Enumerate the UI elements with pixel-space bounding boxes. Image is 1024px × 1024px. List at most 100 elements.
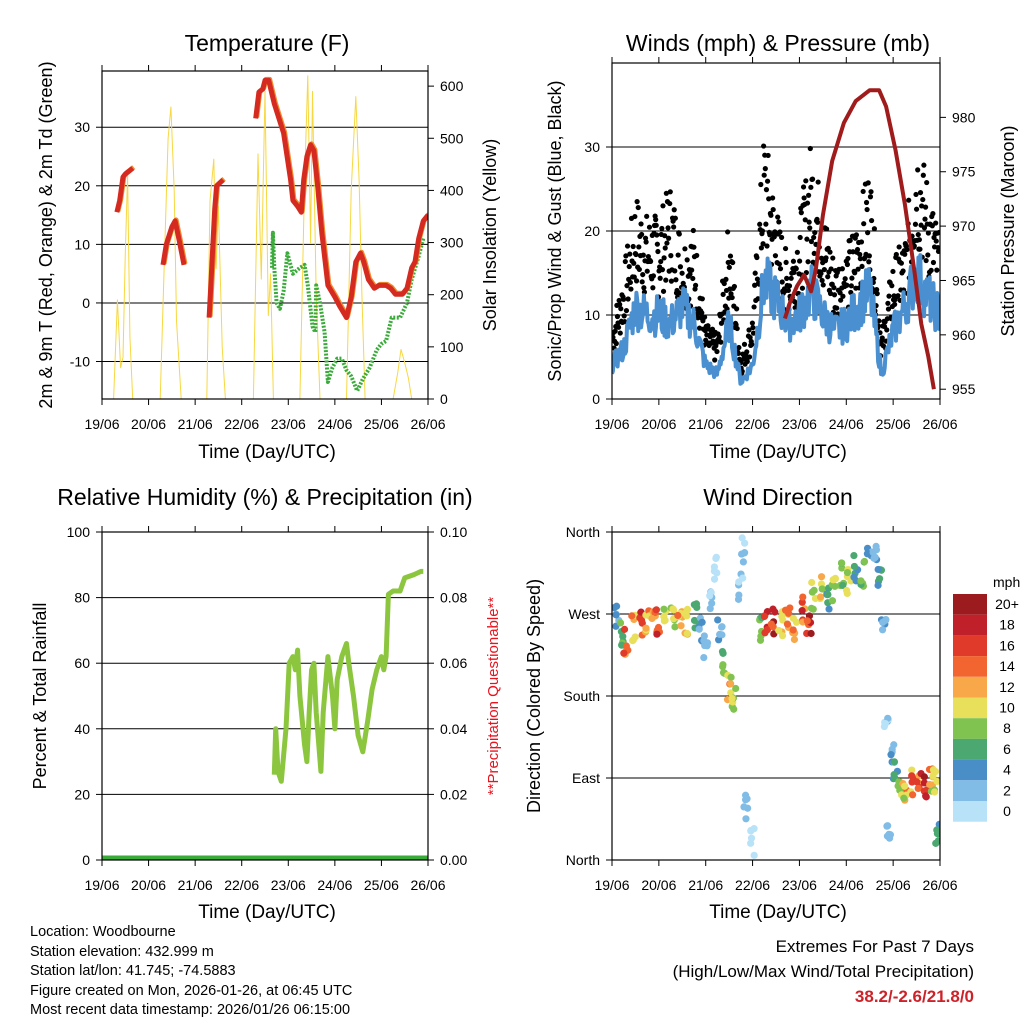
gust-point — [807, 145, 813, 152]
gust-point — [615, 324, 622, 330]
gust-point — [648, 258, 654, 264]
gust-point — [886, 293, 892, 299]
gust-point — [659, 225, 665, 232]
x-tick-label: 19/06 — [84, 416, 119, 432]
gust-point — [779, 234, 785, 241]
gust-point — [718, 339, 724, 345]
gust-point — [808, 184, 814, 190]
x-tick-label: 25/06 — [876, 877, 911, 893]
gust-point — [900, 268, 906, 274]
gust-point — [653, 222, 659, 228]
gust-point — [818, 270, 824, 277]
gust-point — [640, 252, 646, 258]
legend-label: 12 — [999, 679, 1015, 695]
gust-point — [630, 243, 636, 250]
gust-point — [830, 255, 836, 261]
gust-point — [928, 267, 934, 273]
gust-point — [808, 238, 815, 245]
direction-point — [652, 606, 661, 614]
gust-point — [850, 249, 856, 255]
gust-point — [746, 354, 753, 360]
gust-point — [871, 226, 878, 232]
direction-point — [683, 629, 691, 638]
wind-line — [612, 253, 940, 386]
gust-point — [714, 348, 720, 355]
y-tick-label: 0 — [82, 852, 90, 868]
gust-point — [752, 270, 758, 276]
gust-point — [761, 143, 767, 149]
direction-point — [900, 794, 908, 802]
gust-point — [874, 287, 880, 293]
gust-point — [930, 211, 936, 217]
direction-point — [712, 553, 720, 561]
gust-point — [644, 213, 650, 219]
legend-swatch — [953, 801, 987, 822]
gust-point — [838, 297, 844, 303]
gust-point — [768, 212, 774, 218]
gust-point — [641, 285, 647, 291]
direction-point — [850, 562, 858, 571]
direction-point — [760, 612, 768, 621]
gust-point — [673, 277, 679, 283]
direction-point — [642, 624, 650, 632]
gust-point — [691, 244, 697, 250]
legend-label: 20+ — [995, 596, 1019, 612]
gust-point — [921, 225, 928, 231]
direction-point — [775, 626, 783, 635]
direction-point — [807, 629, 815, 638]
gust-point — [855, 266, 861, 272]
gust-point — [644, 268, 650, 274]
y-right-tick-label: 965 — [952, 272, 976, 288]
direction-point — [628, 612, 636, 620]
gust-point — [621, 313, 627, 319]
gust-point — [782, 245, 789, 252]
gust-point — [642, 235, 649, 241]
winds-title: Winds (mph) & Pressure (mb) — [626, 30, 930, 56]
legend-label: 4 — [1003, 762, 1011, 778]
direction-point — [857, 577, 865, 585]
direction-point — [747, 826, 755, 835]
y-tick-label: 20 — [74, 178, 90, 194]
direction-point — [706, 604, 714, 613]
direction-point — [933, 777, 940, 786]
gust-point — [834, 305, 840, 311]
gust-point — [828, 266, 834, 272]
direction-point — [636, 614, 644, 622]
gust-point — [839, 266, 845, 272]
direction-point — [629, 637, 637, 645]
gust-point — [893, 251, 899, 258]
temperature-line — [253, 77, 428, 321]
humidity-y-title: Percent & Total Rainfall — [30, 603, 50, 790]
x-tick-label: 20/06 — [131, 416, 166, 432]
gust-point — [912, 221, 919, 227]
direction-point — [828, 597, 837, 605]
y-right-tick-label: 0.02 — [440, 786, 467, 802]
gust-point — [776, 261, 782, 267]
x-tick-label: 22/06 — [224, 877, 259, 893]
direction-point — [931, 767, 940, 776]
direction-point — [719, 662, 727, 671]
gust-point — [799, 285, 806, 291]
gust-point — [815, 179, 821, 185]
direction-point — [742, 815, 750, 823]
direction-point — [926, 780, 934, 789]
gust-point — [857, 256, 863, 262]
gust-point — [627, 279, 633, 286]
solar-insolation-line — [206, 158, 226, 399]
x-tick-label: 22/06 — [224, 416, 259, 432]
gust-point — [885, 306, 892, 312]
gust-point — [614, 313, 621, 320]
gust-point — [758, 181, 764, 188]
direction-point — [728, 694, 736, 703]
gust-point — [677, 264, 684, 270]
gust-point — [744, 349, 750, 355]
direction-point — [818, 585, 826, 593]
gust-point — [676, 231, 682, 237]
gust-point — [933, 220, 939, 226]
direction-point — [878, 626, 887, 634]
gust-point — [631, 260, 637, 266]
direction-point — [790, 635, 799, 644]
station-info: Location: Woodbourne Station elevation: … — [30, 923, 352, 1021]
direction-point — [807, 604, 816, 612]
gust-point — [744, 358, 750, 365]
